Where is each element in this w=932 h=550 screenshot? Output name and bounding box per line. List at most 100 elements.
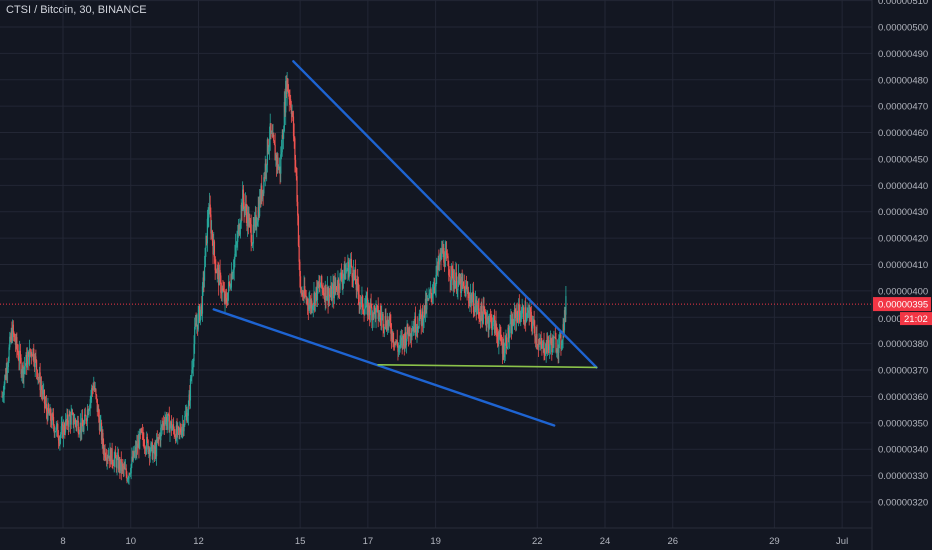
candle (437, 255, 439, 277)
candle (423, 304, 425, 329)
candle (557, 344, 559, 364)
candle (36, 359, 38, 380)
candle (199, 309, 201, 326)
candle (104, 444, 106, 462)
candle (160, 420, 162, 448)
candle (198, 303, 200, 324)
y-tick-label: 0.00000340 (878, 445, 928, 456)
candle (63, 421, 65, 435)
candle (307, 297, 309, 315)
candle (234, 244, 236, 268)
candle (73, 413, 75, 434)
candle (444, 240, 446, 268)
candle (307, 298, 309, 321)
candle (197, 305, 199, 332)
candle (328, 285, 330, 307)
candle (366, 292, 368, 308)
candle (374, 308, 376, 323)
candle (292, 110, 295, 142)
candle (348, 258, 350, 282)
candle (115, 454, 117, 473)
candle (410, 333, 412, 344)
candle (390, 323, 393, 349)
candle (194, 317, 196, 354)
candle (215, 269, 218, 274)
candle (378, 310, 381, 323)
candle (33, 343, 35, 367)
candle (476, 296, 478, 315)
candle (75, 420, 77, 432)
candle (122, 463, 125, 478)
candle (508, 325, 511, 349)
support-line[interactable] (377, 363, 598, 369)
candle (135, 440, 137, 459)
candle (31, 349, 33, 365)
upper-trendline[interactable] (292, 60, 598, 369)
candle (438, 249, 440, 271)
candle (287, 84, 290, 97)
price-axis[interactable]: 0.00000320 0.00000330 0.00000340 0.00000350… (871, 0, 932, 550)
candle (244, 206, 246, 218)
time-axis[interactable]: 8 10 12 15 17 19 22 24 26 29 Jul (0, 527, 872, 547)
candle (539, 337, 541, 345)
candle (424, 290, 427, 323)
candle (275, 152, 278, 177)
candle (466, 280, 468, 301)
candle (534, 335, 537, 348)
candle (385, 308, 387, 329)
candle (162, 420, 164, 435)
x-tick-label: 29 (769, 536, 780, 547)
candle (83, 419, 85, 435)
candle (229, 273, 231, 292)
candle (409, 325, 411, 345)
candle (489, 308, 491, 322)
candle (205, 232, 207, 257)
candle (51, 408, 53, 429)
candle (218, 262, 220, 296)
candle (376, 304, 378, 313)
candle (420, 314, 422, 335)
candle (191, 358, 194, 374)
candle (179, 423, 182, 435)
candle (140, 427, 142, 435)
candle (345, 263, 347, 280)
candle (237, 219, 240, 238)
candle (547, 335, 549, 355)
candle (136, 434, 138, 460)
candle (341, 269, 343, 291)
candle (171, 425, 173, 431)
candle (211, 220, 213, 239)
candle (93, 376, 95, 391)
candle (85, 414, 87, 425)
candle (131, 447, 133, 469)
candle (323, 287, 325, 296)
candle (323, 285, 326, 303)
candle (535, 326, 537, 349)
candle (546, 332, 549, 357)
candle (252, 217, 254, 251)
candle (4, 368, 7, 381)
candle (86, 418, 88, 427)
y-tick-label: 0.00000480 (878, 75, 928, 86)
drawings[interactable] (212, 60, 598, 427)
candle (536, 324, 538, 350)
candle (320, 275, 322, 297)
candle (235, 241, 237, 257)
lower-trendline[interactable] (212, 308, 556, 427)
candle (505, 329, 507, 346)
candle (534, 320, 536, 344)
candle (183, 423, 185, 436)
candle (170, 415, 172, 436)
y-tick-label: 0.00000430 (878, 207, 928, 218)
candle (282, 129, 284, 140)
candle (115, 445, 117, 459)
candle (422, 304, 424, 333)
candle (258, 196, 260, 221)
candle (395, 339, 398, 344)
candle (327, 286, 329, 314)
candle (254, 212, 256, 233)
candle (128, 472, 130, 485)
candle (303, 275, 305, 304)
candle (361, 286, 363, 308)
